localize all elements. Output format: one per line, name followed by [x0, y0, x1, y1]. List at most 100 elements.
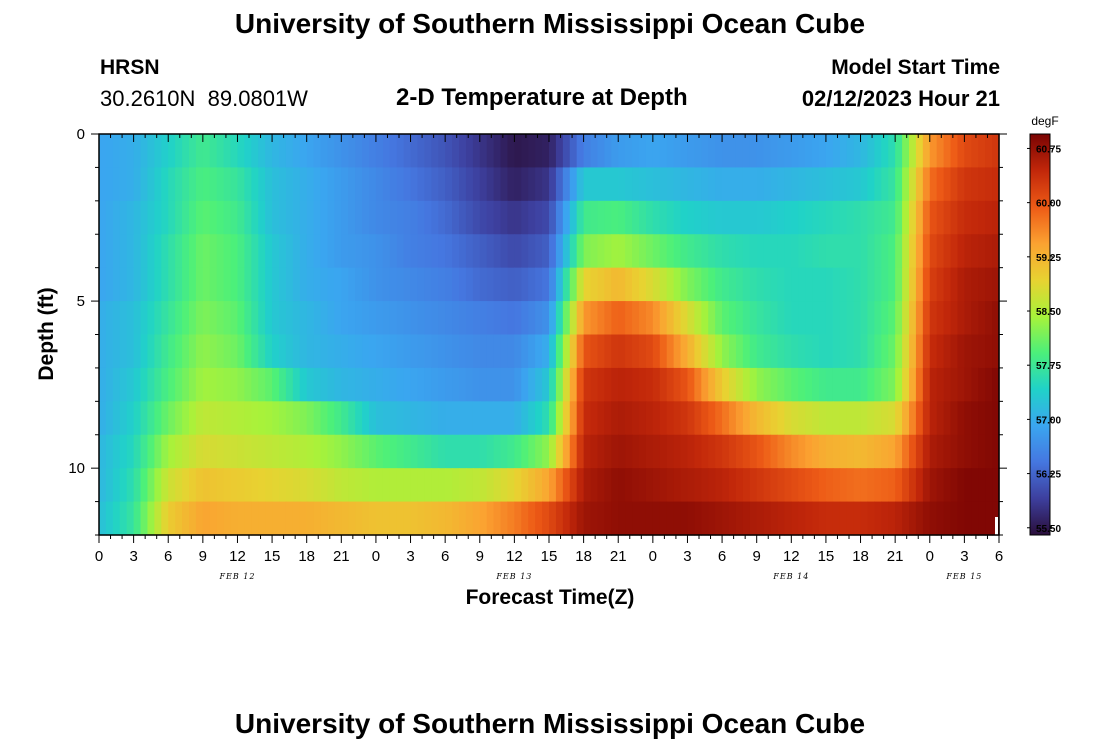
- heatmap-cell: [410, 367, 419, 402]
- heatmap-cell: [784, 134, 792, 169]
- x-tick-label: 12: [506, 548, 523, 565]
- heatmap-cell: [182, 334, 190, 369]
- heatmap-cell: [729, 134, 737, 169]
- chart-subtitle: 2-D Temperature at Depth: [396, 84, 688, 111]
- heatmap-cell: [825, 134, 834, 169]
- heatmap-cell: [881, 134, 889, 169]
- heatmap-cell: [756, 501, 765, 536]
- heatmap-cell: [119, 501, 128, 536]
- heatmap-cell: [867, 434, 875, 469]
- heatmap-cell: [459, 167, 467, 202]
- heatmap-cell: [943, 234, 952, 269]
- heatmap-cell: [777, 234, 785, 269]
- heatmap-cell: [881, 167, 889, 202]
- heatmap-cell: [645, 501, 654, 536]
- heatmap-cell: [832, 134, 841, 169]
- heatmap-cell: [708, 434, 716, 469]
- heatmap-cell: [369, 267, 377, 302]
- heatmap-cell: [140, 267, 149, 302]
- heatmap-cell: [320, 167, 329, 202]
- heatmap-cell: [112, 501, 121, 536]
- heatmap-cell: [639, 434, 647, 469]
- heatmap-cell: [964, 234, 972, 269]
- heatmap-cell: [279, 200, 287, 235]
- heatmap-cell: [659, 468, 668, 503]
- heatmap-cell: [375, 434, 384, 469]
- x-tick-label: 18: [298, 548, 315, 565]
- heatmap-cell: [625, 401, 633, 436]
- heatmap-cell: [632, 468, 640, 503]
- heatmap-cell: [465, 134, 474, 169]
- date-label: FEB 14: [772, 572, 809, 581]
- heatmap-cell: [244, 501, 252, 536]
- heatmap-cell: [202, 167, 211, 202]
- heatmap-cell: [514, 334, 522, 369]
- heatmap-cell: [701, 267, 709, 302]
- heatmap-cell: [417, 501, 425, 536]
- heatmap-cell: [362, 267, 370, 302]
- heatmap-cell: [888, 501, 896, 536]
- heatmap-cell: [542, 468, 550, 503]
- heatmap-cell: [583, 167, 592, 202]
- heatmap-cell: [472, 468, 481, 503]
- heatmap-cell: [909, 200, 917, 235]
- heatmap-cell: [410, 167, 419, 202]
- heatmap-cell: [133, 267, 142, 302]
- heatmap-cell: [507, 367, 515, 402]
- heatmap-cell: [99, 501, 107, 536]
- heatmap-cell: [909, 401, 917, 436]
- heatmap-cell: [493, 401, 502, 436]
- heatmap-cell: [839, 301, 848, 336]
- heatmap-cell: [258, 167, 266, 202]
- heatmap-cell: [230, 334, 239, 369]
- heatmap-cell: [909, 434, 917, 469]
- heatmap-cell: [112, 267, 121, 302]
- heatmap-cell: [639, 134, 647, 169]
- heatmap-cell: [285, 434, 294, 469]
- heatmap-cell: [251, 134, 259, 169]
- heatmap-cell: [632, 334, 640, 369]
- heatmap-cell: [922, 468, 931, 503]
- heatmap-cell: [465, 267, 474, 302]
- heatmap-cell: [929, 434, 938, 469]
- heatmap-cell: [182, 367, 190, 402]
- heatmap-cell: [604, 267, 612, 302]
- heatmap-cell: [493, 468, 502, 503]
- heatmap-cell: [694, 200, 702, 235]
- heatmap-cell: [216, 401, 225, 436]
- heatmap-cell: [396, 234, 405, 269]
- heatmap-cell: [798, 267, 806, 302]
- x-tick-label: 6: [718, 548, 726, 565]
- heatmap-cell: [362, 501, 370, 536]
- heatmap-cell: [555, 267, 564, 302]
- heatmap-cell: [479, 501, 488, 536]
- heatmap-cell: [722, 434, 730, 469]
- heatmap-cell: [202, 301, 211, 336]
- heatmap-cell: [535, 167, 543, 202]
- heatmap-cell: [396, 267, 405, 302]
- heatmap-cell: [569, 434, 578, 469]
- heatmap-cell: [382, 301, 391, 336]
- heatmap-cell: [223, 334, 232, 369]
- heatmap-cell: [279, 367, 287, 402]
- heatmap-cell: [590, 367, 599, 402]
- heatmap-cell: [936, 501, 945, 536]
- heatmap-cell: [978, 267, 986, 302]
- x-tick-label: 9: [199, 548, 207, 565]
- heatmap-cell: [763, 367, 772, 402]
- heatmap-cell: [341, 501, 349, 536]
- heatmap-cell: [244, 134, 252, 169]
- heatmap-cell: [874, 468, 882, 503]
- heatmap-cell: [805, 501, 813, 536]
- heatmap-cell: [223, 468, 232, 503]
- heatmap-cell: [708, 167, 716, 202]
- heatmap-cell: [154, 434, 162, 469]
- heatmap-cell: [479, 301, 488, 336]
- heatmap-cell: [140, 468, 149, 503]
- heatmap-cell: [202, 468, 211, 503]
- heatmap-cell: [611, 267, 619, 302]
- heatmap-cell: [978, 401, 986, 436]
- heatmap-cell: [902, 234, 910, 269]
- heatmap-cell: [708, 234, 716, 269]
- heatmap-cell: [396, 167, 405, 202]
